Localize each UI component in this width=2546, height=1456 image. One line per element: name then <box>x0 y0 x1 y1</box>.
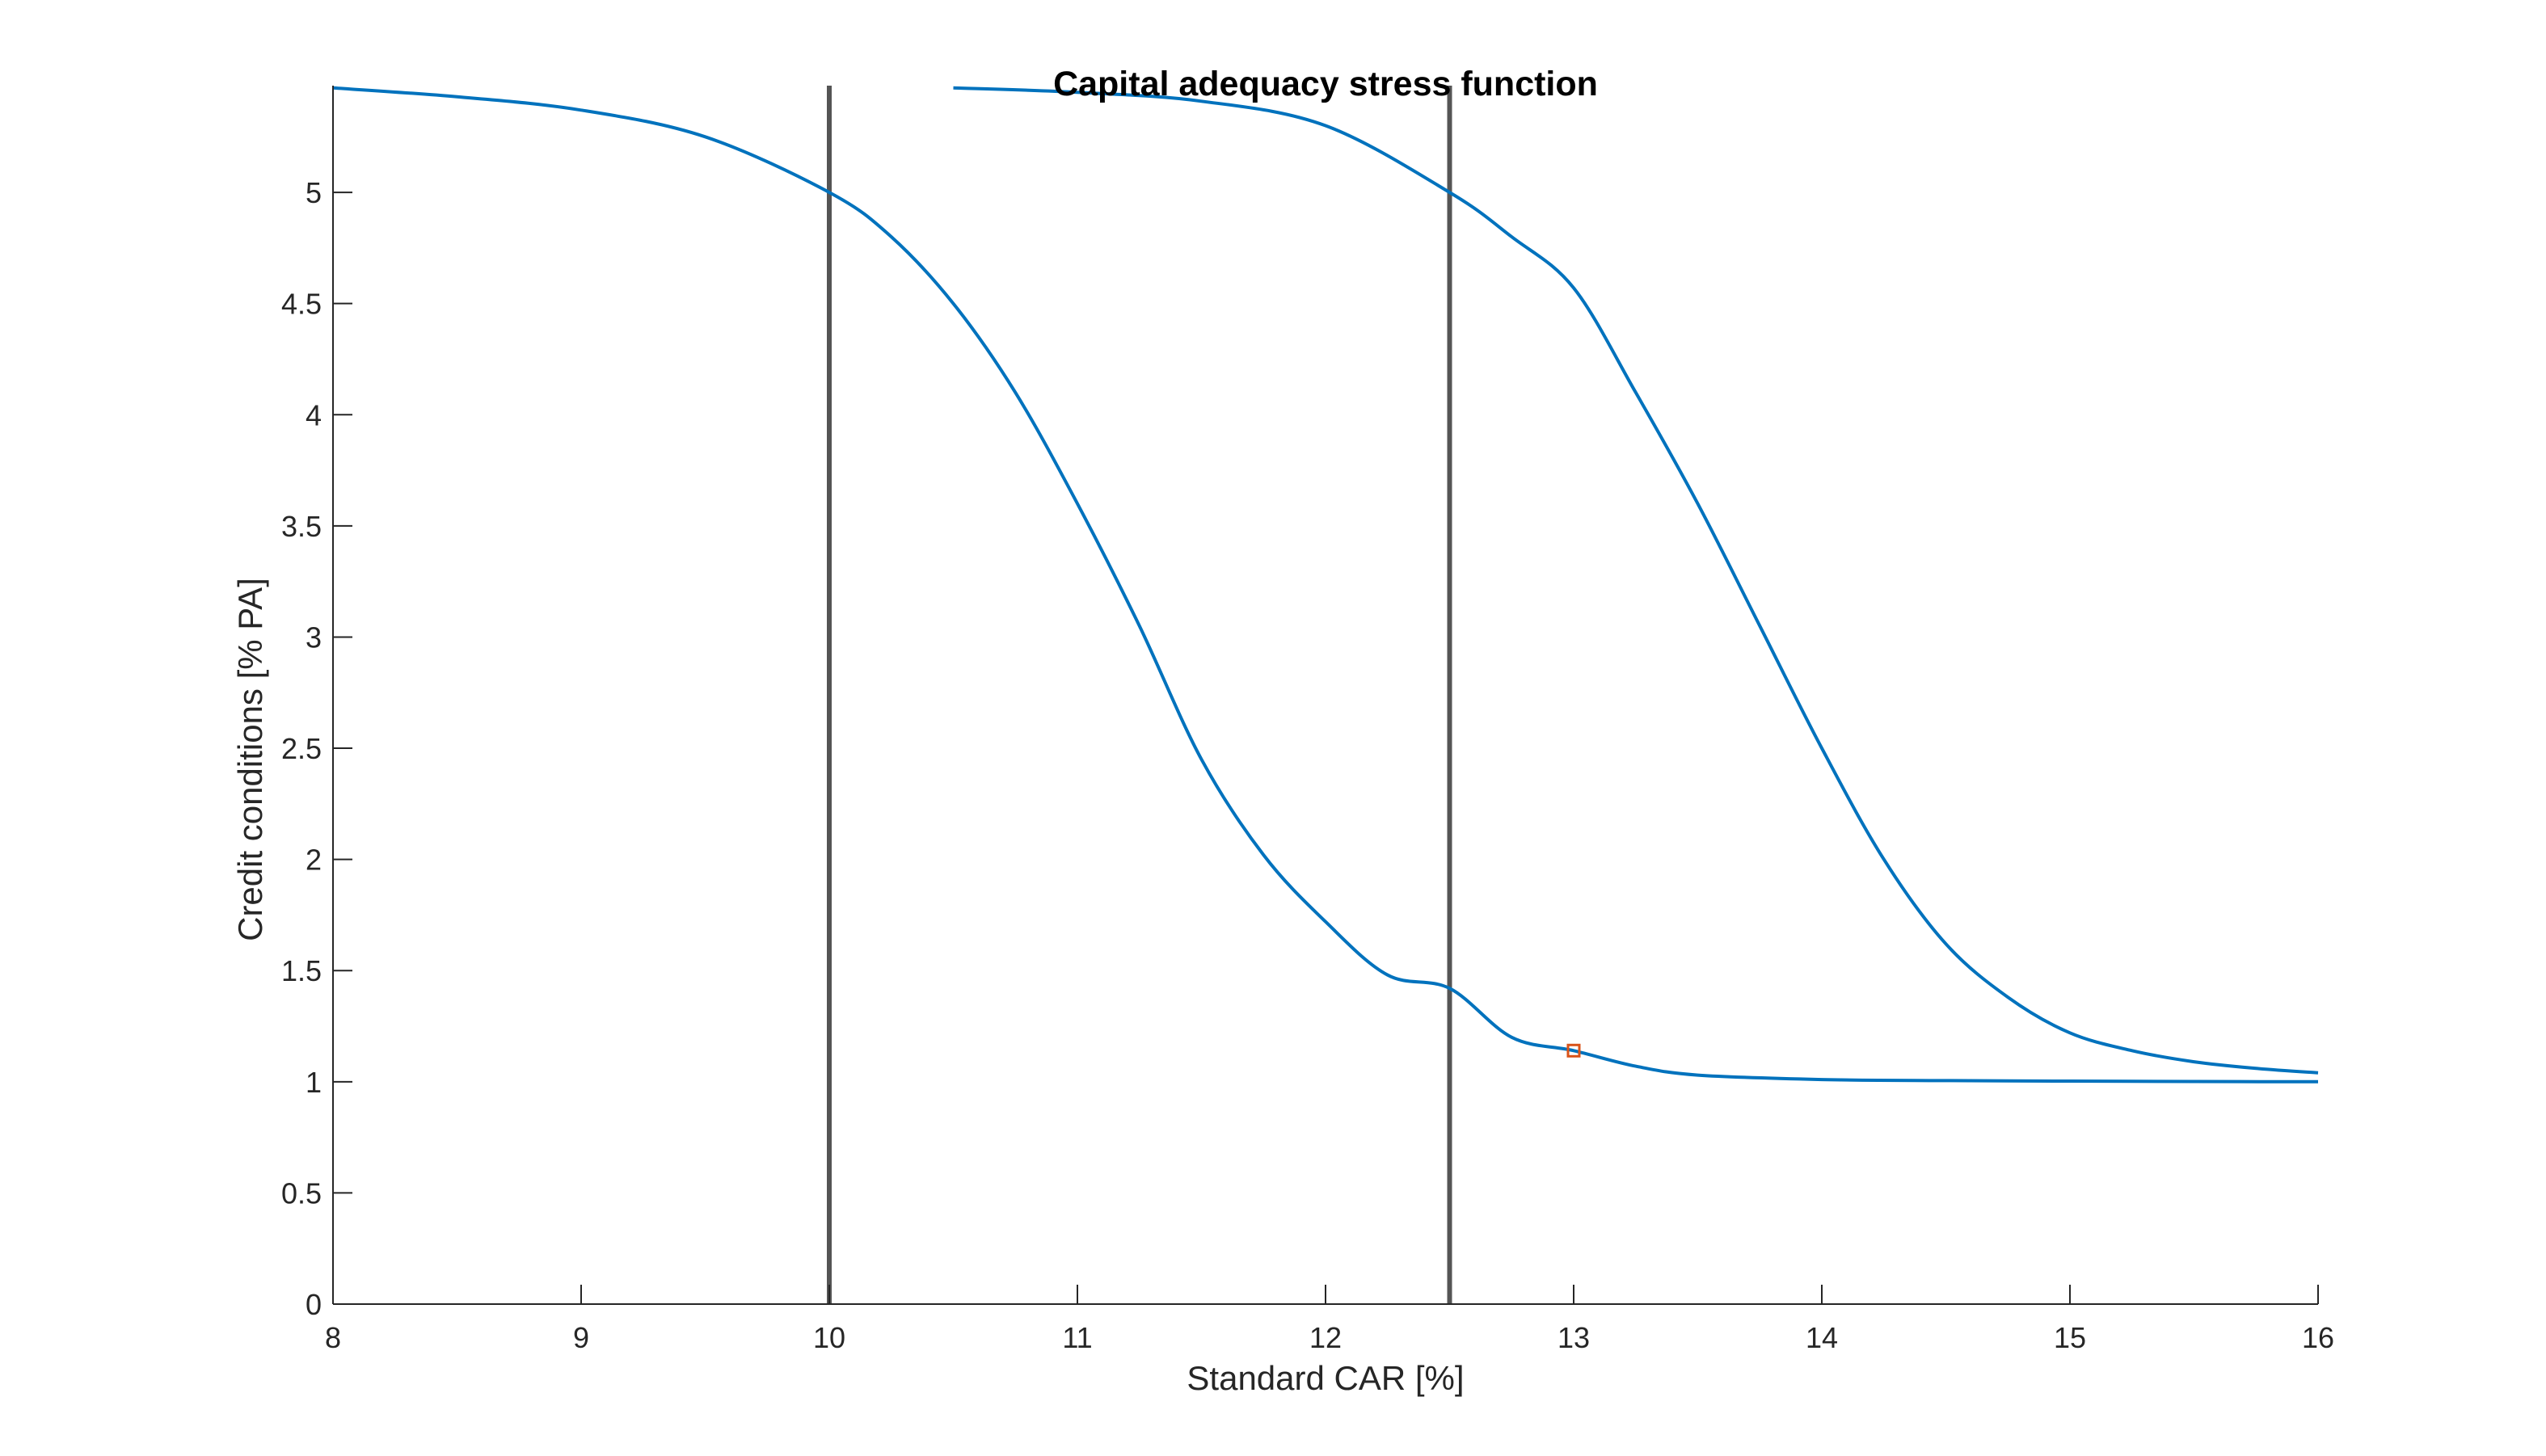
x-tick-label-16: 16 <box>2302 1321 2334 1354</box>
x-tick-label-10: 10 <box>813 1321 845 1354</box>
y-tick-label-1: 1 <box>306 1066 322 1099</box>
x-tick-label-15: 15 <box>2054 1321 2086 1354</box>
y-tick-label-1-5: 1.5 <box>281 954 322 987</box>
y-tick-label-3: 3 <box>306 621 322 654</box>
axes: 8 9 10 11 12 13 14 15 16 0 0.5 1 1.5 2 2.5 3 3.5 4 4.5 5 <box>281 86 2334 1354</box>
x-tick-label-8: 8 <box>325 1321 341 1354</box>
y-tick-label-3-5: 3.5 <box>281 510 322 543</box>
y-tick-label-2: 2 <box>306 844 322 877</box>
y-tick-label-4: 4 <box>306 398 322 431</box>
data-marker-1 <box>1566 1043 1581 1058</box>
y-tick-label-5: 5 <box>306 176 322 209</box>
y-tick-label-0: 0 <box>306 1288 322 1321</box>
y-axis-label: Credit conditions [% PA] <box>231 578 269 941</box>
x-tick-label-14: 14 <box>1806 1321 1838 1354</box>
x-tick-label-9: 9 <box>573 1321 589 1354</box>
x-tick-label-12: 12 <box>1309 1321 1342 1354</box>
y-tick-label-0-5: 0.5 <box>281 1176 322 1210</box>
chart-title: Capital adequacy stress function <box>1053 65 1598 103</box>
series-line-1 <box>332 86 2319 1084</box>
x-axis-label: Standard CAR [%] <box>1187 1359 1464 1397</box>
y-tick-label-2-5: 2.5 <box>281 732 322 765</box>
series-line-2 <box>953 86 2319 1075</box>
x-tick-label-13: 13 <box>1558 1321 1590 1354</box>
y-tick-label-4-5: 4.5 <box>281 288 322 321</box>
plot-area <box>332 86 2319 1304</box>
x-tick-label-11: 11 <box>1062 1321 1092 1354</box>
